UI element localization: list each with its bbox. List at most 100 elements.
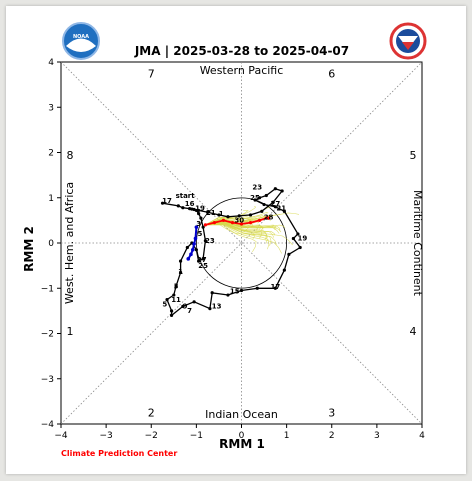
day-label: 17 bbox=[270, 283, 280, 291]
observed-point bbox=[264, 193, 268, 198]
region-label-left: West. Hem. and Africa bbox=[63, 182, 76, 304]
x-tick-label: −4 bbox=[54, 431, 68, 441]
plot-card: −4 −4 −3 −3 −2 −2 −1 −1 0 0 1 1 2 2 3 3 4 4 1 2 3 4 5 6 7 8 Weste… bbox=[6, 6, 466, 474]
y-tick-label: 3 bbox=[48, 103, 54, 113]
observed-point bbox=[201, 225, 205, 229]
observed-point bbox=[197, 208, 201, 213]
forecast-mean-point bbox=[266, 216, 271, 220]
noaa-logo: NOAA bbox=[62, 22, 100, 60]
phase-label: 8 bbox=[67, 149, 74, 162]
observed-point bbox=[291, 236, 295, 241]
recent-point bbox=[189, 252, 193, 257]
observed-point bbox=[280, 189, 284, 193]
day-label: 30 bbox=[234, 217, 244, 225]
observed-point bbox=[185, 245, 189, 250]
observed-point bbox=[282, 268, 286, 272]
day-label: 21 bbox=[276, 204, 286, 212]
day-label: start bbox=[176, 192, 196, 200]
x-tick-label: 0 bbox=[239, 431, 245, 441]
day-label: 19 bbox=[195, 204, 205, 212]
observed-point bbox=[287, 252, 291, 256]
y-tick-label: 4 bbox=[48, 58, 54, 68]
y-tick-label: 2 bbox=[48, 149, 54, 159]
forecast-mean-point bbox=[239, 222, 244, 226]
recent-point bbox=[193, 236, 198, 241]
forecast-mean-point bbox=[257, 218, 262, 222]
nws-logo bbox=[389, 22, 427, 60]
y-tick-label: 0 bbox=[48, 239, 54, 249]
day-label: 11 bbox=[171, 296, 181, 304]
ensemble-member-line bbox=[205, 224, 255, 240]
day-label: 27 bbox=[197, 256, 207, 264]
observed-point bbox=[169, 313, 174, 317]
y-tick-label: −1 bbox=[41, 284, 54, 294]
day-label: 25 bbox=[250, 194, 260, 202]
forecast-mean-point bbox=[264, 216, 268, 220]
day-label: 21 bbox=[206, 209, 216, 217]
x-axis-label: RMM 1 bbox=[219, 437, 265, 451]
chart-title: JMA | 2025-03-28 to 2025-04-07 bbox=[134, 44, 349, 58]
forecast-mean-point bbox=[248, 221, 253, 225]
day-label: 27 bbox=[270, 200, 280, 208]
observed-point bbox=[239, 288, 244, 293]
day-label: 3 bbox=[174, 282, 179, 290]
observed-point bbox=[217, 213, 221, 217]
recent-point bbox=[186, 257, 191, 261]
observed-point bbox=[208, 307, 212, 311]
observed-point bbox=[169, 309, 174, 313]
diagonal-line bbox=[60, 61, 423, 425]
day-label: 5 bbox=[162, 300, 167, 308]
forecast-mean-point bbox=[221, 218, 226, 222]
day-label: 13 bbox=[212, 303, 222, 311]
forecast-mean-point bbox=[212, 221, 217, 225]
observed-point bbox=[253, 198, 257, 202]
observed-point bbox=[273, 205, 277, 209]
observed-point bbox=[178, 270, 183, 275]
observed-point bbox=[174, 284, 178, 288]
observed-point bbox=[255, 286, 259, 290]
day-label: 1 bbox=[178, 268, 183, 276]
day-label: 3 bbox=[196, 220, 201, 228]
phase-label: 7 bbox=[148, 67, 155, 80]
forecast-mean-point bbox=[230, 221, 235, 225]
day-label: 5 bbox=[198, 230, 203, 238]
x-tick-label: −1 bbox=[190, 431, 203, 441]
observed-point bbox=[181, 206, 185, 210]
observed-point bbox=[165, 297, 169, 302]
observed-point bbox=[190, 207, 194, 211]
ensemble-member-line bbox=[205, 210, 249, 226]
observed-point bbox=[194, 248, 198, 252]
recent-point bbox=[194, 225, 199, 229]
ensemble-member-line bbox=[205, 223, 272, 246]
phase-label: 3 bbox=[328, 407, 335, 420]
observed-point bbox=[296, 232, 300, 236]
x-tick-label: 4 bbox=[419, 431, 425, 441]
ensemble-member-line bbox=[205, 215, 273, 226]
y-tick-label: −3 bbox=[41, 375, 54, 385]
x-tick-label: 3 bbox=[374, 431, 380, 441]
x-tick-label: −3 bbox=[99, 431, 112, 441]
x-tick-label: −2 bbox=[145, 431, 158, 441]
day-label: 23 bbox=[205, 237, 215, 245]
observed-point bbox=[273, 286, 277, 290]
phase-label: 1 bbox=[67, 325, 74, 338]
observed-point bbox=[181, 304, 185, 308]
day-label: 25 bbox=[198, 262, 208, 270]
day-label: 17 bbox=[162, 197, 172, 205]
observed-point bbox=[178, 259, 183, 263]
observed-point bbox=[192, 300, 196, 304]
y-tick-label: −4 bbox=[41, 420, 55, 430]
observed-point bbox=[206, 210, 210, 214]
day-label: 7 bbox=[187, 307, 192, 315]
observed-point bbox=[197, 211, 201, 216]
region-label-top: Western Pacific bbox=[200, 64, 284, 77]
unit-circle bbox=[195, 197, 288, 289]
day-label: 28 bbox=[264, 213, 274, 221]
forecast-mean-point bbox=[203, 223, 207, 227]
observed-point bbox=[226, 293, 230, 297]
observed-point bbox=[260, 209, 264, 213]
phase-label: 5 bbox=[409, 149, 416, 162]
observed-point bbox=[226, 215, 230, 219]
ensemble-member-line bbox=[205, 212, 269, 226]
